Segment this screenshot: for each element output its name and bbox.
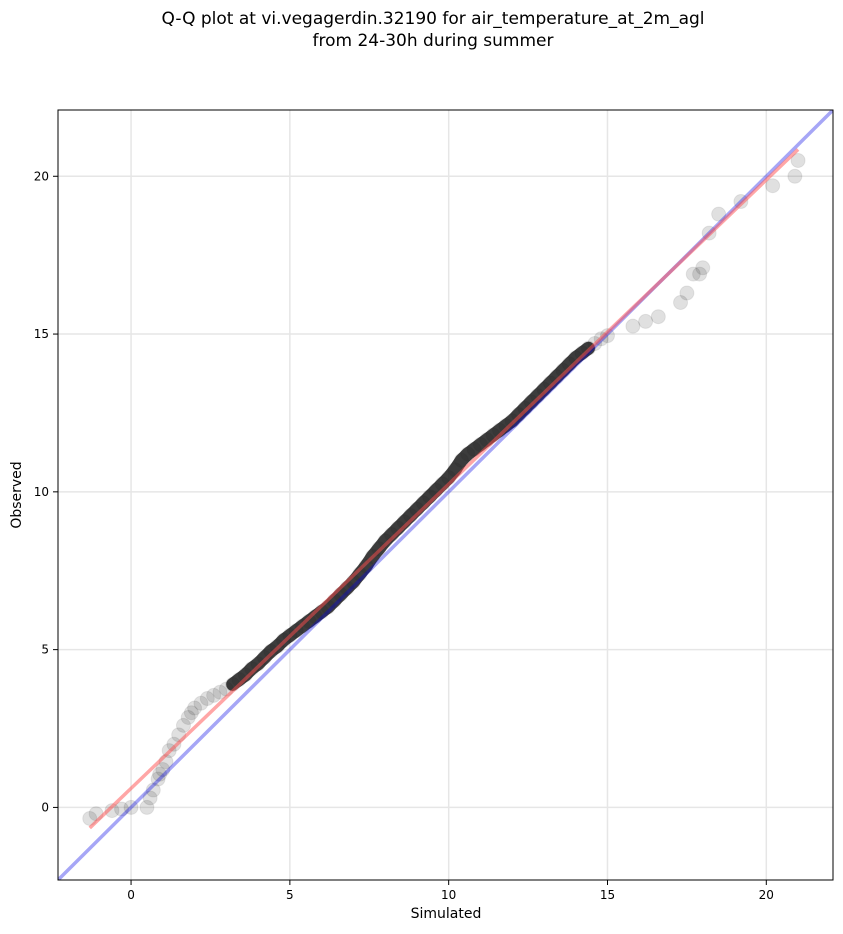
data-point [82,810,98,826]
data-point [166,736,182,752]
x-tick-label: 20 [759,888,774,902]
data-point [152,766,168,782]
y-tick-label: 10 [34,485,49,499]
data-point [123,799,139,815]
dense-points-band [226,341,595,691]
data-point [650,309,666,325]
x-tick-label: 0 [127,888,135,902]
data-point [733,194,749,210]
data-point [206,687,222,703]
data-point [114,801,130,817]
data-point [679,285,695,301]
data-point [155,762,171,778]
plot-area [58,110,833,880]
data-point [638,313,654,329]
data-point [695,260,711,276]
chart-title-line-1: Q-Q plot at vi.vegagerdin.32190 for air_… [161,9,705,29]
data-point [765,178,781,194]
data-point [787,168,803,184]
data-point [139,799,155,815]
data-point [193,695,209,711]
data-point [685,266,701,282]
data-point [183,705,199,721]
data-point [150,771,166,787]
y-tick-label: 20 [34,169,49,183]
data-point [145,782,161,798]
data-point [142,790,158,806]
x-tick-label: 10 [441,888,456,902]
data-point [673,295,689,310]
data-point [175,717,191,733]
y-tick-label: 15 [34,327,49,341]
y-tick-label: 5 [41,643,49,657]
data-point [711,206,727,222]
y-axis-label: Observed [9,461,25,529]
x-tick-label: 5 [286,888,294,902]
fit-line [88,148,800,830]
data-point [180,709,196,725]
data-point [790,152,806,168]
data-point [692,266,708,282]
data-point [625,318,641,334]
x-axis-label: Simulated [410,906,482,922]
data-point [212,684,228,700]
chart-title-line-2: from 24-30h during summer [312,31,554,51]
axes-frame [57,109,834,881]
data-point [187,700,203,716]
y-tick-label: 0 [41,800,49,814]
chart-title: Q-Q plot at vi.vegagerdin.32190 for air_… [0,8,843,52]
data-point [199,691,215,707]
x-tick-label: 15 [600,888,615,902]
data-point [104,803,120,819]
data-point [599,328,615,344]
